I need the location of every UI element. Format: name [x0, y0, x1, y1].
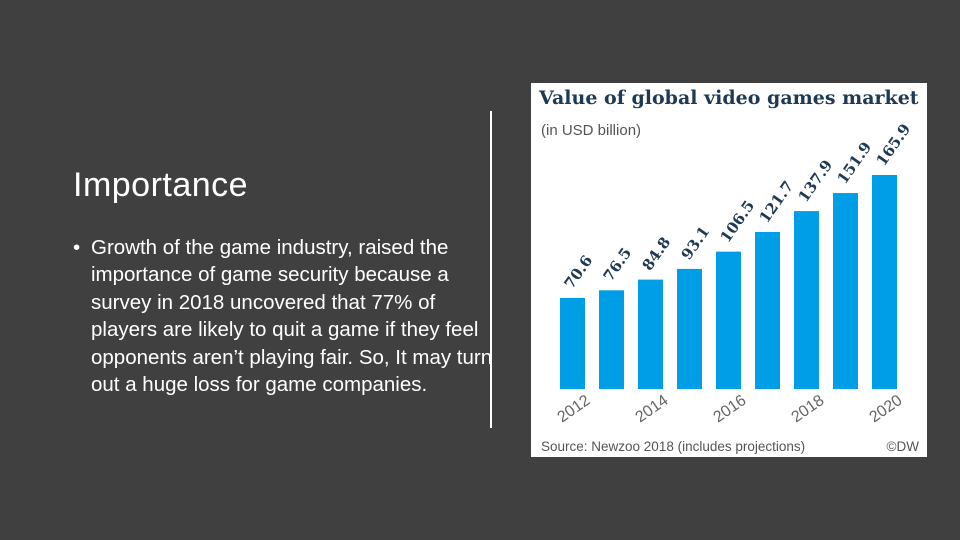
x-tick-labels-group: 2012 2014 2016 2018 2020	[555, 392, 906, 426]
x-tick-2012: 2012	[555, 392, 594, 426]
x-tick-2016: 2016	[711, 392, 750, 426]
value-label-2014: 84.8	[639, 234, 675, 274]
bar-chart: Value of global video games market (in U…	[538, 87, 920, 454]
chart-subtitle: (in USD billion)	[541, 122, 641, 139]
value-label-2017: 121.7	[756, 177, 798, 226]
x-tick-2018: 2018	[789, 392, 828, 426]
vertical-divider	[490, 111, 492, 428]
chart-title: Value of global video games market	[538, 87, 919, 109]
value-label-2019: 151.9	[834, 139, 876, 188]
value-label-2016: 106.5	[717, 197, 759, 246]
bullet-marker: •	[73, 236, 81, 259]
chart-source: Source: Newzoo 2018 (includes projection…	[541, 439, 805, 454]
bar-2013	[599, 290, 624, 389]
bar-2017	[755, 232, 780, 389]
x-tick-2014: 2014	[633, 392, 672, 426]
value-label-2015: 93.1	[678, 223, 714, 263]
chart-card: Value of global video games market (in U…	[531, 83, 927, 457]
value-label-2013: 76.5	[600, 244, 636, 284]
bar-2018	[794, 211, 819, 389]
slide-title: Importance	[73, 166, 249, 204]
bar-2020	[872, 174, 897, 389]
bars-group	[560, 174, 897, 389]
bar-2016	[716, 251, 741, 389]
bar-2019	[833, 193, 858, 389]
bar-2015	[677, 268, 702, 389]
value-label-2020: 165.9	[873, 120, 915, 169]
value-label-2018: 137.9	[795, 157, 837, 206]
bar-2012	[560, 297, 585, 389]
bullet-list-item: • Growth of the game industry, raised th…	[73, 234, 493, 398]
x-tick-2020: 2020	[867, 392, 906, 426]
value-label-2012: 70.6	[561, 252, 597, 292]
bullet-text: Growth of the game industry, raised the …	[91, 236, 493, 397]
bar-2014	[638, 279, 663, 389]
chart-credit: ©DW	[887, 439, 920, 454]
